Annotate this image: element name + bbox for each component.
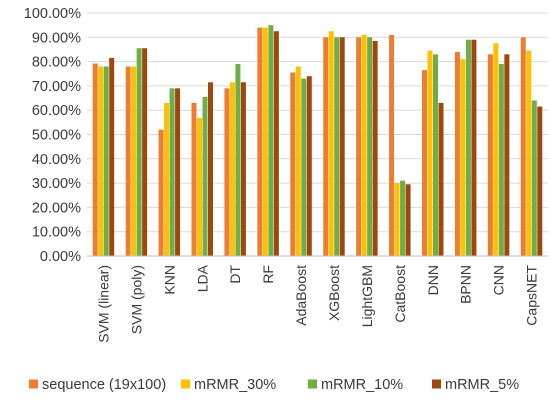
bar (125, 66, 131, 257)
legend-swatch (308, 379, 317, 389)
x-category-label: LightGBM (359, 265, 375, 327)
x-category-label: KNN (161, 265, 177, 295)
legend-label: sequence (19x100) (42, 377, 166, 393)
bar (400, 180, 406, 256)
bar (257, 27, 263, 256)
bar (520, 37, 526, 256)
bar (427, 50, 433, 256)
y-tick-label: 50.00% (32, 128, 81, 144)
y-tick-label: 60.00% (32, 103, 81, 119)
bar (301, 78, 307, 256)
bar (372, 40, 378, 256)
y-tick-label: 40.00% (32, 152, 81, 168)
x-category-label: DNN (425, 265, 441, 295)
bar (493, 43, 499, 256)
bar (504, 54, 510, 257)
bar (465, 39, 471, 257)
x-category-label: SVM (linear) (95, 265, 111, 343)
x-category-label: BPNN (458, 265, 474, 304)
legend-swatch (181, 379, 190, 389)
bar (224, 88, 230, 256)
bar (158, 129, 164, 256)
bar (394, 183, 400, 256)
x-category-label: RF (260, 265, 276, 284)
bar (197, 117, 202, 256)
bar (339, 37, 345, 256)
bar (389, 34, 395, 257)
bar (438, 102, 444, 256)
bar (202, 96, 208, 257)
bars (92, 25, 543, 257)
y-tick-label: 0.00% (40, 249, 81, 265)
bar (98, 66, 104, 257)
x-category-label: XGBoost (326, 265, 342, 321)
bar (361, 34, 367, 257)
y-tick-label: 80.00% (32, 55, 81, 71)
x-category-label: AdaBoost (293, 265, 309, 326)
bar (131, 66, 137, 257)
legend: sequence (19x100) mRMR_30% mRMR_10% mRMR_5% (29, 377, 519, 393)
bar (454, 51, 460, 256)
x-category-label: CNN (491, 265, 507, 295)
legend-label: mRMR_5% (445, 377, 519, 393)
bar (109, 57, 115, 256)
bar (169, 88, 175, 256)
bar (405, 184, 411, 256)
bar (164, 102, 170, 256)
x-category-label: DT (227, 265, 243, 284)
bar (487, 54, 493, 257)
bar (328, 31, 334, 256)
bar (142, 48, 148, 256)
x-axis-category-labels: SVM (linear) SVM (poly) KNN LDA DT RF AdaBoost… (95, 264, 539, 342)
bar (240, 82, 246, 256)
gridlines (87, 12, 548, 233)
bar (471, 39, 477, 257)
x-category-label: CatBoost (392, 265, 408, 323)
bar (229, 82, 235, 256)
bar (498, 64, 504, 256)
y-tick-label: 100.00% (24, 6, 81, 22)
bar (433, 54, 438, 257)
x-category-label: SVM (poly) (128, 265, 144, 334)
bar (367, 37, 373, 256)
y-tick-label: 10.00% (32, 225, 81, 241)
bar (460, 59, 466, 256)
bar (103, 66, 109, 257)
legend-label: mRMR_30% (194, 377, 276, 393)
bar (306, 76, 312, 257)
bar (356, 37, 362, 256)
bar (268, 25, 274, 257)
bar (208, 82, 213, 256)
bar (323, 37, 329, 256)
bar (334, 37, 340, 256)
y-tick-label: 70.00% (32, 79, 81, 95)
legend-swatch (432, 379, 441, 389)
bar (526, 50, 532, 256)
bar (262, 27, 268, 256)
legend-label: mRMR_10% (321, 377, 403, 393)
y-tick-label: 30.00% (32, 176, 81, 192)
bar (136, 48, 142, 256)
y-tick-label: 90.00% (32, 30, 81, 46)
bar (191, 102, 197, 256)
bar (92, 63, 98, 256)
x-category-label: CapsNET (524, 265, 540, 326)
bar (273, 31, 279, 256)
bar (235, 64, 241, 256)
bar (422, 70, 427, 256)
legend-swatch (29, 379, 38, 389)
y-tick-label: 20.00% (32, 200, 81, 216)
bar (295, 66, 301, 257)
bar (175, 88, 181, 256)
x-category-label: LDA (194, 264, 210, 292)
bar (531, 100, 537, 256)
bar (537, 106, 543, 257)
bar (290, 72, 296, 256)
y-axis-tick-labels: 0.00% 10.00% 20.00% 30.00% 40.00% 50.00% 60.00… (24, 6, 81, 265)
